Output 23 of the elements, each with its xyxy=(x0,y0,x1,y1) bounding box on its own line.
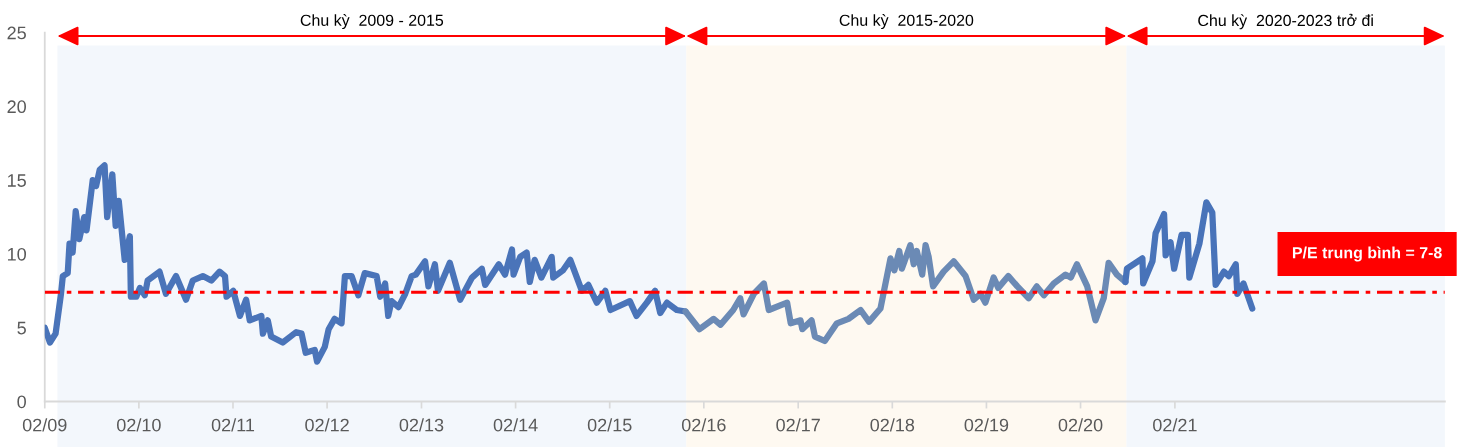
x-tick-label: 02/09 xyxy=(22,418,67,432)
x-tick-label: 02/18 xyxy=(870,418,915,432)
y-tick-label: 25 xyxy=(7,26,26,40)
y-tick-label: 5 xyxy=(17,321,26,335)
ref-line-label: P/E trung bình = 7-8 xyxy=(1292,246,1442,262)
x-tick-label: 02/10 xyxy=(116,418,161,432)
y-tick-label: 20 xyxy=(7,100,26,114)
x-tick-label: 02/12 xyxy=(305,418,349,432)
band-label: Chu kỳ 2015-2020 xyxy=(839,14,974,30)
band-label: Chu kỳ 2020-2023 trở đi xyxy=(1198,13,1373,30)
x-tick-label: 02/13 xyxy=(399,418,444,432)
x-tick-label: 02/11 xyxy=(211,418,255,432)
x-tick-label: 02/14 xyxy=(493,418,538,432)
x-tick-label: 02/21 xyxy=(1153,418,1197,432)
y-tick-label: 0 xyxy=(17,395,26,409)
band-label: Chu kỳ 2009 - 2015 xyxy=(300,14,444,30)
y-tick-label: 10 xyxy=(8,247,26,261)
y-tick-label: 15 xyxy=(8,174,26,187)
x-tick-label: 02/19 xyxy=(964,418,1009,432)
x-tick-label: 02/20 xyxy=(1058,418,1103,432)
x-tick-label: 02/15 xyxy=(587,418,632,432)
x-tick-label: 02/17 xyxy=(776,418,820,432)
x-tick-label: 02/16 xyxy=(681,418,726,432)
